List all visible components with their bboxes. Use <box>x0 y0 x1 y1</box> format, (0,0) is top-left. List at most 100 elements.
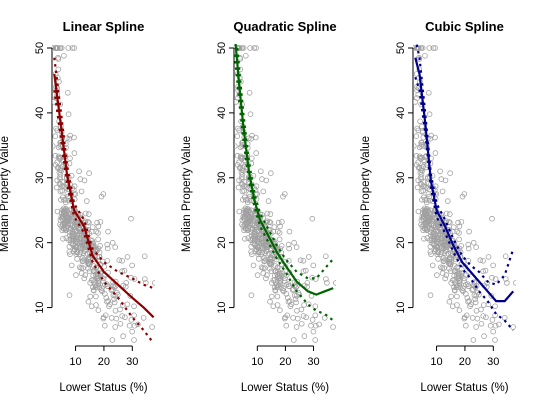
data-point <box>95 236 101 243</box>
data-point <box>473 293 480 299</box>
data-point <box>68 262 75 269</box>
data-point <box>279 219 285 225</box>
y-axis-label: Median Property Value <box>0 136 11 252</box>
data-point <box>312 312 319 319</box>
data-point <box>427 249 434 255</box>
data-point <box>239 188 246 195</box>
data-point <box>61 221 67 227</box>
data-point <box>61 52 67 59</box>
y-tick-label: 50 <box>216 42 228 54</box>
data-point <box>330 324 336 330</box>
data-point <box>447 219 453 226</box>
data-point <box>286 298 293 304</box>
y-tick-label: 30 <box>34 172 46 184</box>
data-point <box>79 255 86 262</box>
lower-band-line <box>234 54 334 322</box>
data-point <box>279 287 286 293</box>
data-point <box>79 258 86 265</box>
data-point <box>267 298 273 305</box>
data-point <box>246 207 252 214</box>
data-point <box>312 337 319 343</box>
data-point <box>441 265 447 271</box>
data-point <box>81 275 87 282</box>
data-point <box>76 168 82 175</box>
data-point <box>95 223 102 230</box>
data-point <box>293 244 300 251</box>
data-point <box>141 253 148 260</box>
chart-panel-1: Linear Spline Lower Status (%) Median Prop… <box>0 19 155 394</box>
data-point <box>271 272 278 279</box>
data-point <box>513 280 516 286</box>
data-point <box>66 136 73 142</box>
data-point <box>258 236 265 242</box>
data-point <box>248 243 255 250</box>
data-point <box>76 236 83 242</box>
upper-band-line <box>53 57 154 290</box>
data-point <box>471 282 478 289</box>
data-point <box>465 283 472 289</box>
data-point <box>502 276 509 282</box>
data-point <box>428 251 434 258</box>
data-point <box>66 207 73 214</box>
data-point <box>149 324 155 330</box>
data-point <box>448 293 455 300</box>
data-point <box>95 230 101 236</box>
data-point <box>434 234 440 241</box>
data-point <box>438 249 445 256</box>
data-point <box>117 320 124 327</box>
data-point <box>128 215 134 222</box>
data-point <box>109 337 116 343</box>
data-point <box>252 248 259 254</box>
data-point <box>501 315 508 321</box>
data-point <box>443 210 450 217</box>
data-point <box>446 219 452 225</box>
data-point <box>261 265 268 271</box>
data-point <box>82 210 89 217</box>
data-point <box>249 132 255 139</box>
data-point <box>266 219 273 225</box>
data-point <box>77 176 84 182</box>
data-point <box>418 165 425 171</box>
data-point <box>91 287 97 294</box>
y-tick-label: 40 <box>34 107 46 119</box>
data-point <box>55 66 62 73</box>
data-point <box>277 274 283 281</box>
data-point <box>480 302 487 308</box>
data-point <box>107 301 113 308</box>
data-point <box>425 207 431 214</box>
data-point <box>440 255 447 262</box>
data-point <box>57 165 64 171</box>
data-point <box>80 257 86 264</box>
data-point <box>502 253 509 260</box>
y-tick-label: 40 <box>216 107 228 119</box>
x-tick-label: 20 <box>459 356 471 368</box>
data-point <box>105 228 111 235</box>
y-tick-label: 20 <box>34 237 46 249</box>
data-point <box>427 215 433 222</box>
data-point <box>62 226 69 233</box>
data-point <box>257 168 264 175</box>
data-point <box>456 270 463 277</box>
data-point <box>112 244 118 251</box>
data-point <box>277 223 283 230</box>
data-point <box>293 299 299 306</box>
data-point <box>250 262 257 269</box>
data-point <box>451 276 458 283</box>
data-point <box>70 248 77 254</box>
data-point <box>259 176 265 182</box>
spline-fit-group <box>414 44 515 332</box>
data-point <box>438 176 445 182</box>
data-point <box>413 99 418 105</box>
x-tick-label: 30 <box>307 356 319 368</box>
data-point <box>447 268 454 275</box>
data-point <box>253 224 260 230</box>
data-point <box>431 236 437 242</box>
data-point <box>490 262 496 269</box>
data-point <box>473 283 480 289</box>
data-point <box>451 272 458 279</box>
data-point <box>244 184 250 190</box>
data-point <box>420 157 427 164</box>
data-point <box>473 244 480 251</box>
data-point <box>265 250 272 257</box>
data-point <box>102 291 108 297</box>
